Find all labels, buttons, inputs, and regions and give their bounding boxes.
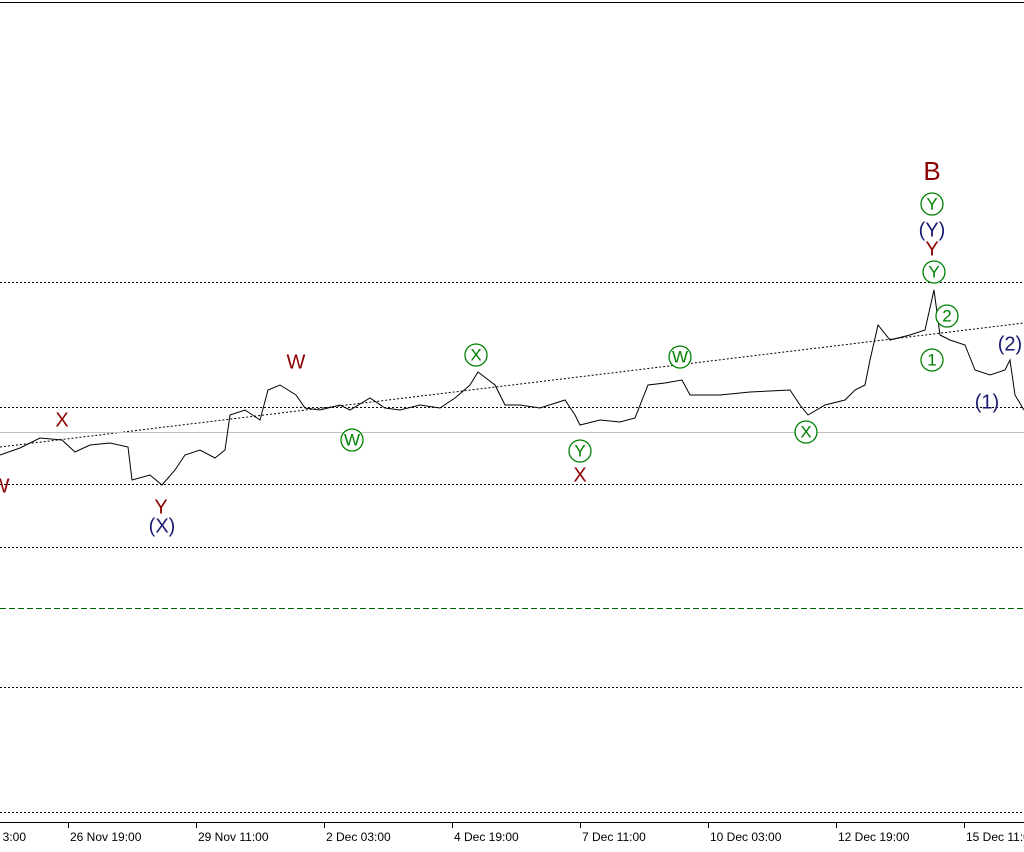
wave-label: Y (574, 441, 585, 460)
wave-label: (X) (149, 515, 176, 537)
wave-label: X (573, 464, 586, 486)
x-tick-label: 26 Nov 19:00 (70, 830, 142, 844)
wave-circle (668, 345, 692, 369)
wave-label: X (800, 422, 811, 441)
levels (0, 282, 1024, 813)
wave-circle (920, 348, 944, 372)
wave-circle (794, 420, 818, 444)
wave-label: W (287, 351, 306, 373)
x-tick-label: 29 Nov 11:00 (198, 830, 269, 844)
labels: 3:00 26 Nov 19:00 29 Nov 11:00 2 Dec 03:00 4… (0, 156, 1024, 844)
wave-label: W (0, 475, 10, 497)
price-trace (0, 289, 1024, 486)
wave-label: B (923, 156, 940, 186)
wave-circle (922, 260, 946, 284)
wave-label: X (55, 409, 68, 431)
x-tick-label: 12 Dec 19:00 (838, 830, 910, 844)
wave-circle (935, 304, 959, 328)
wave-label: Y (926, 194, 937, 213)
wave-label: Y (154, 496, 167, 518)
x-tick-label: 3:00 (3, 830, 27, 844)
wave-label: (2) (998, 333, 1022, 355)
x-tick-label: 7 Dec 11:00 (582, 830, 646, 844)
wave-circle (340, 428, 364, 452)
wave-label: X (470, 345, 481, 364)
wave-label: Y (928, 262, 939, 281)
wave-circle (568, 439, 592, 463)
wave-label: (1) (975, 391, 999, 413)
wave-circle (920, 192, 944, 216)
wave-label: 1 (927, 350, 936, 369)
wave-label: Y (925, 238, 938, 260)
x-tick-label: 15 Dec 11:00 (966, 830, 1024, 844)
wave-label: (Y) (919, 219, 946, 241)
wave-circle (464, 343, 488, 367)
x-tick-label: 4 Dec 19:00 (454, 830, 519, 844)
x-tick-label: 2 Dec 03:00 (326, 830, 391, 844)
x-tick-label: 10 Dec 03:00 (710, 830, 782, 844)
wave-label: W (672, 347, 688, 366)
wave-label: 2 (942, 306, 951, 325)
wave-label: W (344, 430, 360, 449)
